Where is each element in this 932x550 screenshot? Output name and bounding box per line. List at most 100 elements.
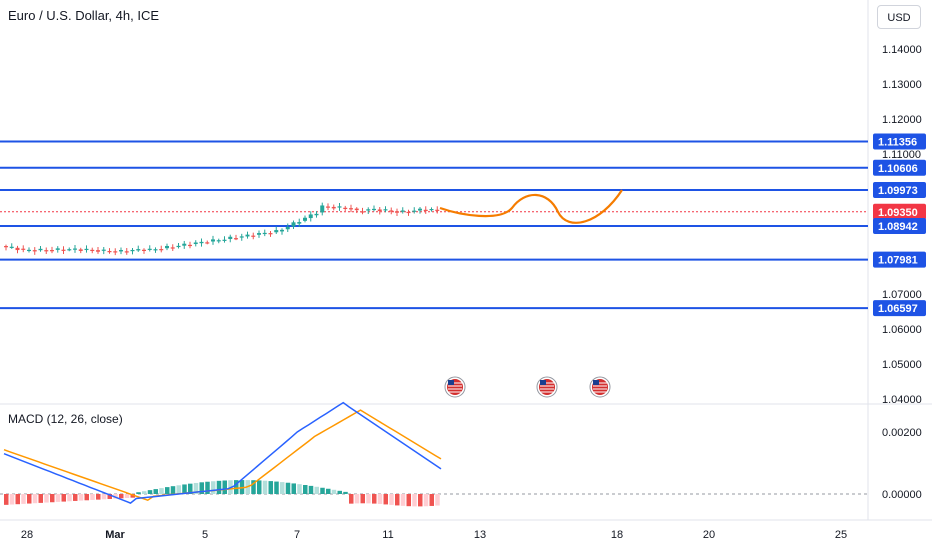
price-tick-label: 1.05000: [882, 359, 922, 371]
candle-body: [78, 249, 83, 251]
macd-histogram-bar: [142, 491, 147, 494]
us-flag-event-icon[interactable]: [444, 376, 466, 398]
candle-body: [107, 251, 112, 253]
time-axis[interactable]: 28 Mar 5 7 11 13 18 20 25: [21, 529, 847, 541]
macd-axis[interactable]: 0.00200 0.00000: [882, 427, 922, 501]
candle-body: [377, 209, 382, 212]
macd-histogram-bar: [119, 494, 124, 499]
candle-body: [32, 250, 37, 252]
time-tick-label: 7: [294, 529, 300, 541]
macd-histogram-bar: [366, 494, 371, 504]
candle-body: [314, 213, 319, 216]
macd-histogram-bar: [326, 488, 331, 494]
projection-drawing[interactable]: [439, 189, 623, 224]
candle-body: [4, 246, 8, 248]
candle-body: [216, 240, 221, 242]
macd-histogram-bar: [423, 494, 429, 507]
symbol-title[interactable]: Euro / U.S. Dollar, 4h, ICE: [8, 8, 160, 23]
candle-body: [50, 250, 54, 252]
candle-body: [205, 242, 210, 244]
price-tag-bg: [873, 218, 926, 235]
price-tick-label: 1.13000: [882, 79, 922, 91]
candle-body: [389, 210, 394, 212]
candle-body: [262, 232, 267, 235]
candle-body: [435, 209, 440, 211]
macd-histogram-bar: [188, 483, 193, 494]
candle-body: [136, 249, 141, 251]
candle-body: [280, 229, 284, 232]
candle-body: [96, 250, 100, 252]
candle-body: [234, 238, 238, 240]
candle-body: [423, 209, 428, 211]
candle-body: [326, 206, 330, 208]
candle-body: [274, 230, 279, 233]
macd-histogram-bar: [205, 481, 210, 494]
candle-body: [15, 247, 20, 251]
macd-histogram-bar: [389, 494, 394, 505]
candle-body: [67, 249, 72, 251]
candle-body: [320, 205, 325, 213]
us-flag-event-icon[interactable]: [536, 376, 558, 398]
macd-histogram-bar: [124, 494, 130, 498]
macd-histogram-bar: [27, 494, 32, 504]
macd-histogram-bar: [78, 494, 84, 501]
currency-button[interactable]: USD: [877, 5, 921, 29]
macd-indicator-label[interactable]: MACD (12, 26, close): [8, 412, 123, 426]
macd-histogram-bar: [4, 494, 9, 505]
candle-body: [343, 207, 348, 209]
time-tick-label: 11: [382, 529, 393, 541]
price-tick-label: 1.06000: [882, 324, 922, 336]
candle-body: [406, 211, 411, 214]
price-tick-label: 1.04000: [882, 394, 922, 406]
macd-tick-label: 0.00000: [882, 489, 922, 501]
price-tag-label: 1.09350: [878, 207, 918, 219]
macd-histogram-bar: [303, 485, 308, 494]
candle-body: [193, 242, 198, 245]
candle-body: [228, 236, 233, 239]
price-axis[interactable]: 1.14000 1.13000 1.12000 1.11000 1.07000 1.060…: [882, 44, 922, 406]
candle-body: [61, 249, 66, 251]
macd-histogram-bar: [308, 485, 314, 494]
candle-body: [27, 249, 31, 252]
macd-histogram-bar: [343, 491, 348, 494]
candle-body: [400, 210, 405, 212]
candle-body: [130, 249, 135, 252]
macd-histogram-bar: [216, 480, 222, 494]
candle-body: [159, 249, 164, 251]
candle-body: [257, 233, 261, 235]
horizontal-levels[interactable]: [0, 140, 868, 310]
candle-body: [165, 245, 169, 249]
time-tick-label: 13: [474, 529, 486, 541]
candle-body: [239, 236, 244, 238]
candle-body: [9, 246, 14, 248]
macd-histogram-bar: [349, 494, 354, 504]
macd-histogram-bar: [268, 481, 273, 494]
candlestick-series: [4, 202, 440, 256]
candle-body: [303, 217, 307, 221]
candle-body: [360, 211, 365, 213]
price-tag-bg: [873, 251, 926, 268]
price-tag-bg: [873, 159, 926, 176]
economic-events[interactable]: [444, 376, 611, 398]
candle-body: [73, 248, 77, 250]
candle-body: [337, 206, 342, 208]
macd-histogram-bar: [337, 490, 342, 494]
macd-histogram-bar: [130, 494, 135, 498]
macd-histogram-bar: [15, 494, 20, 505]
candle-body: [297, 222, 302, 224]
price-tag-label: 1.10606: [878, 163, 918, 175]
candle-body: [211, 239, 215, 242]
us-flag-event-icon[interactable]: [589, 376, 611, 398]
macd-histogram-bar: [257, 480, 262, 494]
macd-histogram-bar: [234, 480, 239, 494]
price-tag-bg: [873, 181, 926, 198]
candle-body: [101, 249, 106, 251]
macd-histogram-bar: [222, 480, 227, 494]
macd-histogram-bar: [320, 487, 325, 494]
candle-body: [429, 208, 434, 211]
macd-histogram-bar: [314, 486, 319, 494]
macd-histogram-bar: [84, 494, 89, 501]
macd-histogram-bar: [32, 494, 38, 504]
macd-histogram-bar: [159, 488, 164, 494]
